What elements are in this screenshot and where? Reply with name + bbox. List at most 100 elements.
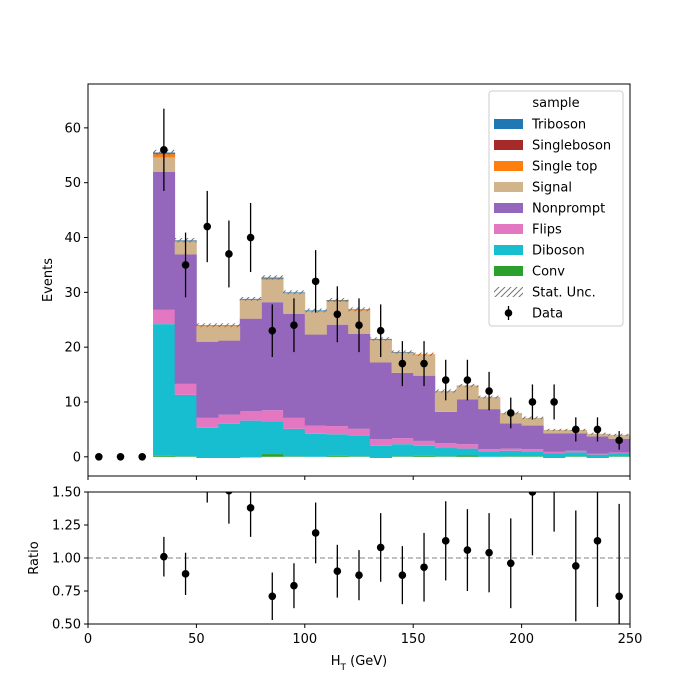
stat-unc-band-bin-8 — [261, 275, 284, 280]
ratio-point-4 — [246, 504, 255, 512]
ratio-x-axis: 0 50 100 150 200 250 — [84, 624, 642, 647]
bar-diboson-bin-23 — [586, 454, 609, 458]
data-point-22 — [572, 425, 580, 434]
bar-nonprompt-bin-7 — [239, 318, 262, 412]
stat-unc-band-bin-7 — [239, 296, 262, 301]
ratio-y-tick-label: 1.25 — [52, 519, 81, 534]
bar-diboson-bin-6 — [218, 423, 241, 458]
bar-signal-bin-5 — [196, 326, 219, 342]
data-point-19 — [506, 409, 515, 417]
data-point-13 — [376, 326, 385, 335]
legend-label-signal: Signal — [532, 181, 572, 196]
bar-diboson-bin-20 — [521, 451, 544, 457]
bar-flips-bin-5 — [196, 417, 219, 428]
ratio-point-8 — [333, 567, 342, 575]
bar-diboson-bin-18 — [478, 451, 501, 457]
bar-diboson-bin-9 — [283, 428, 306, 457]
ratio-point-11 — [398, 571, 407, 579]
main-y-axis-label: Events — [41, 258, 56, 302]
bar-nonprompt-bin-23 — [586, 436, 609, 454]
legend-label-triboson: Triboson — [531, 118, 586, 133]
bar-conv-bin-19 — [499, 456, 522, 457]
ratio-point-5 — [268, 592, 277, 601]
legend-label-data: Data — [532, 307, 563, 322]
bar-signal-bin-10 — [304, 311, 327, 335]
data-point-4 — [181, 261, 190, 269]
bar-flips-bin-21 — [543, 451, 566, 454]
bar-flips-bin-4 — [174, 383, 197, 395]
bar-conv-bin-9 — [283, 456, 306, 457]
bar-diboson-bin-15 — [413, 445, 436, 456]
main-y-tick-label: 0 — [73, 450, 81, 465]
bar-nonprompt-bin-12 — [348, 334, 371, 429]
bar-signal-bin-6 — [218, 326, 241, 341]
data-point-16 — [441, 376, 450, 384]
bar-flips-bin-20 — [521, 449, 544, 452]
bar-flips-bin-24 — [608, 452, 630, 454]
bar-nonprompt-bin-20 — [521, 425, 544, 450]
bar-nonprompt-bin-13 — [369, 362, 392, 440]
ratio-point-7 — [311, 529, 320, 537]
ratio-x-tick-label: 50 — [188, 632, 205, 647]
bar-flips-bin-19 — [499, 448, 522, 451]
bar-flips-bin-12 — [348, 428, 371, 436]
bar-conv-bin-20 — [521, 456, 544, 457]
bar-nonprompt-bin-16 — [434, 411, 457, 444]
ratio-y-tick-label: 0.75 — [52, 585, 81, 600]
bar-conv-bin-4 — [174, 456, 197, 457]
bar-diboson-bin-5 — [196, 427, 219, 458]
main-y-axis: 0 10 20 30 40 50 60 — [64, 121, 88, 465]
legend-label-flips: Flips — [532, 223, 562, 238]
bar-diboson-bin-14 — [391, 444, 414, 457]
stacked-histogram-bars — [153, 152, 630, 458]
ratio-point-3 — [225, 492, 233, 495]
data-point-2 — [138, 453, 146, 461]
bar-signal-bin-21 — [543, 429, 566, 434]
bar-conv-bin-14 — [391, 456, 414, 457]
ratio-point-2 — [203, 459, 211, 467]
ratio-x-tick-label: 200 — [509, 632, 534, 647]
data-point-11 — [333, 310, 342, 319]
legend-swatch-stat-unc- — [494, 287, 523, 297]
bar-diboson-bin-3 — [153, 324, 176, 456]
legend-swatch-conv — [494, 266, 523, 276]
legend: sample Triboson Singleboson Single top Sign… — [488, 90, 624, 327]
data-point-17 — [463, 376, 472, 384]
bar-nonprompt-bin-22 — [564, 433, 588, 451]
bar-diboson-bin-16 — [434, 448, 457, 457]
bar-conv-bin-22 — [564, 456, 588, 457]
data-point-21 — [550, 398, 558, 406]
bar-signal-bin-16 — [434, 391, 457, 412]
main-y-tick-label: 10 — [64, 395, 81, 410]
bar-flips-bin-7 — [239, 411, 262, 421]
data-point-5 — [203, 222, 212, 231]
stat-unc-band-bin-5 — [196, 323, 219, 328]
bar-nonprompt-bin-18 — [478, 409, 501, 450]
legend-swatch-triboson — [494, 119, 523, 129]
ratio-point-10 — [376, 543, 385, 552]
bar-nonprompt-bin-14 — [391, 372, 414, 439]
bar-flips-bin-11 — [326, 426, 349, 435]
bar-diboson-bin-10 — [304, 433, 327, 457]
bar-flips-bin-23 — [586, 453, 609, 455]
legend-swatch-single-top — [494, 161, 523, 171]
bar-flips-bin-22 — [564, 450, 588, 453]
bar-nonprompt-bin-19 — [499, 423, 522, 449]
ratio-y-axis: 0.50 0.75 1.00 1.25 1.50 — [52, 486, 88, 633]
bar-conv-bin-12 — [348, 456, 371, 457]
bar-nonprompt-bin-9 — [283, 313, 306, 418]
data-point-23 — [593, 425, 602, 434]
legend-swatch-diboson — [494, 245, 523, 255]
stat-unc-band-bin-21 — [543, 428, 565, 432]
ratio-point-21 — [615, 592, 623, 601]
main-y-tick-label: 60 — [64, 121, 81, 136]
bar-nonprompt-bin-15 — [413, 375, 436, 441]
ratio-point-16 — [506, 559, 515, 568]
bar-diboson-bin-19 — [499, 450, 522, 457]
main-y-tick-label: 40 — [64, 231, 81, 246]
legend-swatch-singleboson — [494, 140, 523, 150]
legend-label-nonprompt: Nonprompt — [532, 202, 605, 217]
legend-label-diboson: Diboson — [532, 244, 585, 259]
ratio-points — [160, 459, 623, 624]
bar-diboson-bin-11 — [326, 434, 349, 456]
